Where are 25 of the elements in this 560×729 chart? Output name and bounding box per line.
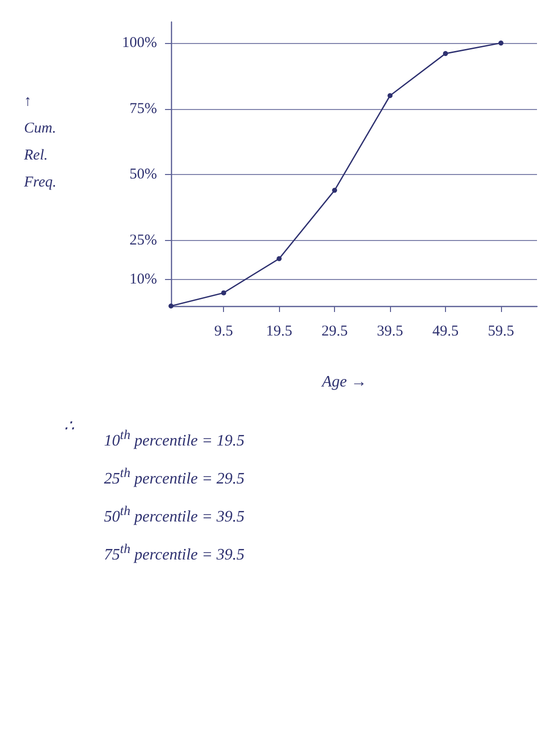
y-tick-label: 75% — [130, 100, 157, 117]
point — [168, 304, 174, 308]
point — [276, 256, 282, 262]
x-tick-label: 19.5 — [266, 324, 292, 340]
y-tick-label: 100% — [122, 35, 157, 52]
point — [498, 40, 504, 46]
point — [388, 93, 393, 98]
text: 50$^{th}$ percentile = 39.5 — [104, 502, 245, 528]
x-tick-label: 49.5 — [432, 324, 459, 340]
y-axis-title: ↑ Cum. Rel. Freq. — [23, 94, 56, 190]
point — [221, 290, 226, 296]
point — [443, 51, 448, 56]
text: 25$^{th}$ percentile = 29.5 — [104, 464, 245, 490]
point — [332, 188, 338, 193]
y-tick-label: 50% — [130, 166, 157, 183]
text: ∴ — [64, 417, 74, 437]
y-tick-label: 25% — [130, 232, 157, 248]
x-tick-label: 29.5 — [321, 324, 348, 340]
text: 75$^{th}$ percentile = 39.5 — [104, 540, 245, 566]
text: 10$^{th}$ percentile = 19.5 — [104, 426, 245, 452]
x-tick-label: 39.5 — [376, 324, 404, 340]
x-tick-label: 9.5 — [214, 324, 234, 340]
x-tick-label: 59.5 — [488, 324, 514, 340]
x-axis-title: Age → — [321, 374, 367, 390]
y-tick-label: 10% — [130, 272, 157, 288]
